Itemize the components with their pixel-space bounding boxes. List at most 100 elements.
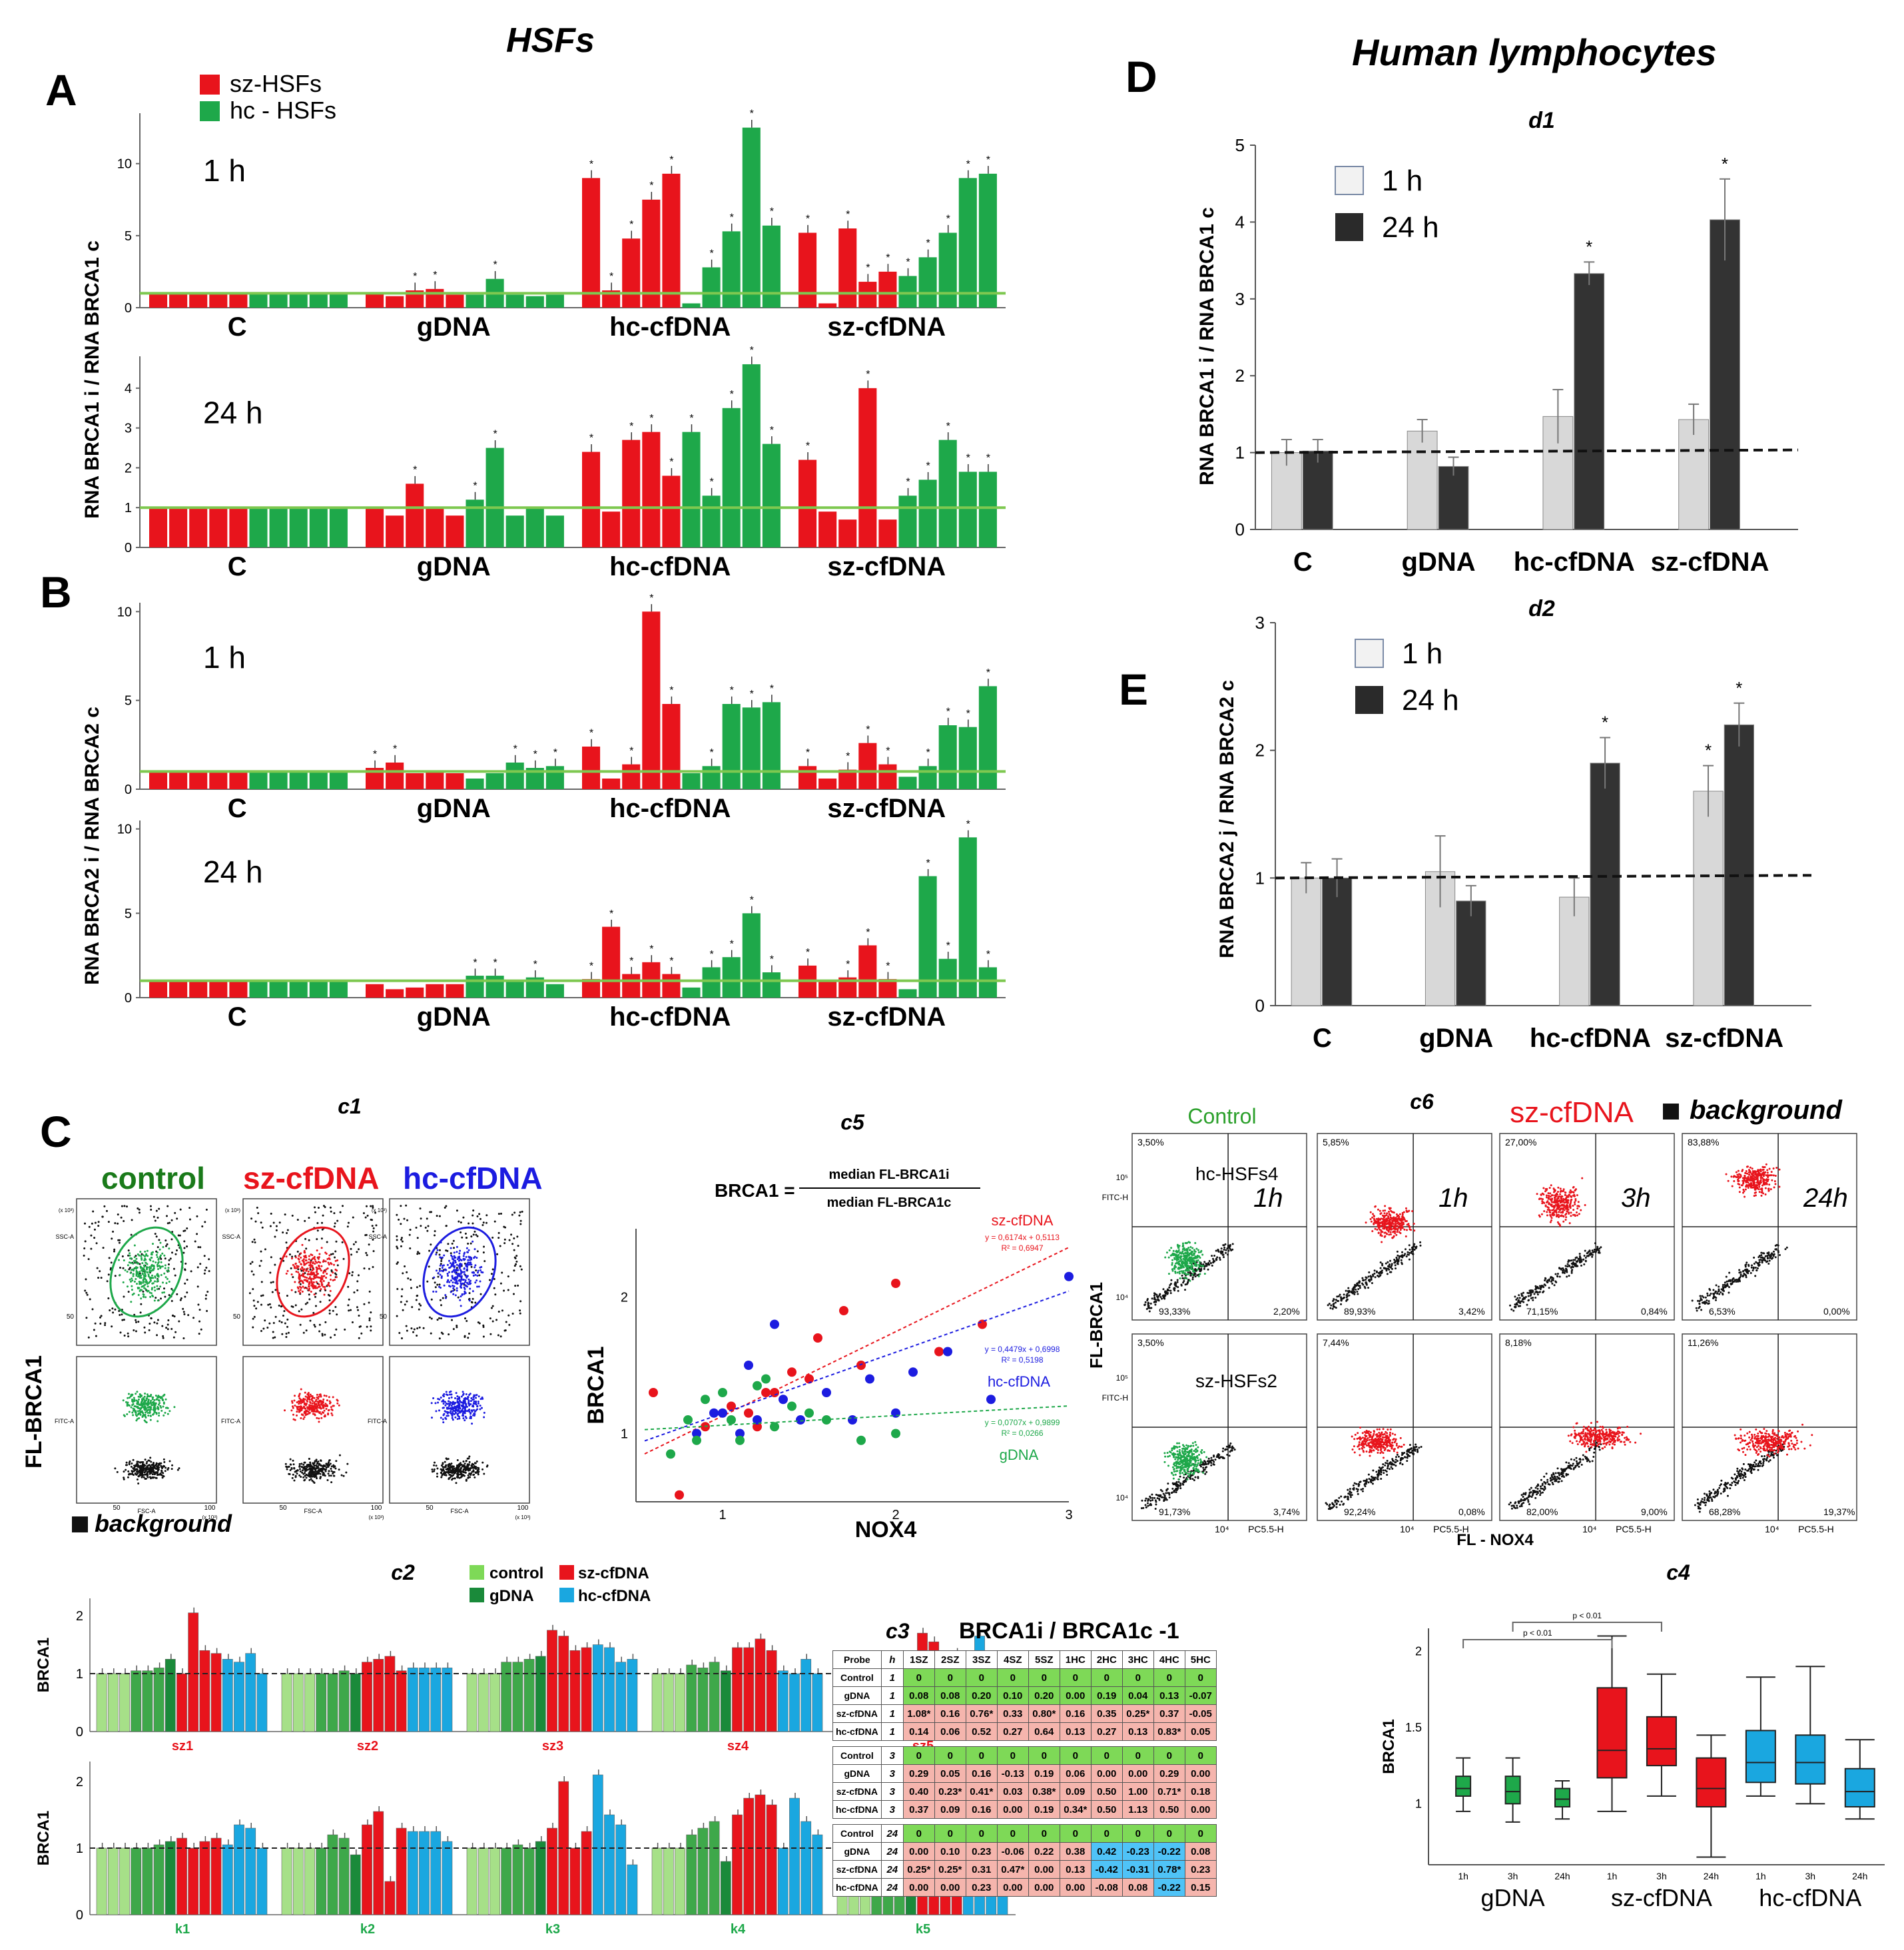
dot-population bbox=[1394, 1217, 1397, 1220]
dot-population bbox=[149, 1295, 152, 1298]
dot-background bbox=[264, 1248, 266, 1251]
dot-population bbox=[316, 1287, 318, 1289]
quadrant-br: 2,20% bbox=[1273, 1306, 1300, 1317]
dot-background bbox=[151, 1466, 154, 1468]
panel-letter-c: C bbox=[40, 1107, 72, 1156]
dot-population bbox=[290, 1289, 293, 1291]
dot-population bbox=[160, 1265, 162, 1268]
dot-population bbox=[460, 1305, 462, 1307]
dot-background bbox=[464, 1462, 466, 1465]
dot-background bbox=[409, 1228, 412, 1231]
dot-population bbox=[310, 1281, 313, 1283]
dot-background bbox=[120, 1216, 123, 1219]
category-label: hc-cfDNA bbox=[1530, 1024, 1651, 1053]
dot-background bbox=[151, 1468, 153, 1471]
dot-population bbox=[459, 1264, 462, 1267]
dot-population bbox=[440, 1417, 442, 1419]
dot-background bbox=[458, 1220, 460, 1223]
dot-background bbox=[308, 1298, 311, 1301]
dot-background bbox=[1583, 1263, 1586, 1265]
dot-population bbox=[294, 1256, 297, 1259]
dot-population bbox=[164, 1276, 167, 1279]
dot-background bbox=[136, 1478, 139, 1481]
dot-background bbox=[456, 1459, 459, 1461]
dot-population bbox=[294, 1405, 296, 1407]
dot-background bbox=[1148, 1310, 1151, 1313]
x-tick: 50 bbox=[426, 1504, 434, 1512]
dot-background bbox=[156, 1322, 159, 1325]
dot-background bbox=[254, 1220, 257, 1223]
dot-population bbox=[141, 1258, 143, 1261]
dot-background bbox=[515, 1260, 518, 1263]
dot-background bbox=[431, 1468, 434, 1470]
group-label: gDNA bbox=[417, 1002, 491, 1032]
dot-background bbox=[1565, 1267, 1568, 1270]
dot-background bbox=[438, 1283, 441, 1286]
y-tick-label: 1 bbox=[1255, 868, 1265, 888]
dot-population bbox=[1196, 1268, 1199, 1271]
dot-population bbox=[452, 1293, 455, 1295]
dot-background bbox=[182, 1307, 184, 1310]
dot-background bbox=[452, 1465, 455, 1468]
dot-background bbox=[512, 1293, 515, 1295]
dot-background bbox=[1355, 1285, 1357, 1287]
dot-background bbox=[470, 1472, 472, 1474]
dot-population bbox=[301, 1274, 304, 1277]
star-mark: * bbox=[649, 413, 653, 424]
dot-background bbox=[1524, 1296, 1527, 1299]
dot-background bbox=[470, 1235, 473, 1238]
dot-background bbox=[468, 1333, 470, 1335]
dot-background bbox=[1144, 1301, 1147, 1303]
dot-background bbox=[1534, 1288, 1537, 1291]
dot-background bbox=[1169, 1283, 1172, 1285]
dot-background bbox=[135, 1473, 138, 1476]
dot-population bbox=[1198, 1261, 1201, 1263]
dot-background bbox=[1337, 1299, 1340, 1302]
dot-population bbox=[161, 1252, 164, 1255]
dot-background bbox=[137, 1464, 139, 1466]
dot-background bbox=[133, 1466, 136, 1469]
dot-background bbox=[1339, 1293, 1341, 1296]
dot-background bbox=[336, 1219, 339, 1222]
dot-background bbox=[1169, 1289, 1172, 1292]
dot-population bbox=[450, 1396, 453, 1399]
dot-population bbox=[306, 1277, 308, 1279]
dot-background bbox=[350, 1247, 352, 1250]
dot-population bbox=[156, 1288, 159, 1291]
dot-population bbox=[1379, 1228, 1381, 1231]
dot-population bbox=[1410, 1229, 1413, 1231]
dot-population bbox=[135, 1257, 138, 1260]
dot-population bbox=[154, 1280, 157, 1283]
dot-background bbox=[143, 1476, 145, 1478]
dot-population bbox=[156, 1285, 159, 1287]
dot-background bbox=[474, 1462, 477, 1464]
dot-population bbox=[143, 1278, 145, 1281]
dot-population bbox=[1413, 1229, 1416, 1232]
dot-background bbox=[1332, 1299, 1335, 1302]
dot-population bbox=[330, 1412, 333, 1415]
dot-background bbox=[356, 1251, 358, 1253]
dot-population bbox=[1176, 1257, 1179, 1260]
dot-background bbox=[269, 1225, 272, 1227]
dot-background bbox=[114, 1308, 117, 1311]
dot-background bbox=[1591, 1255, 1594, 1258]
dot-population bbox=[1197, 1255, 1200, 1257]
dot-population bbox=[442, 1418, 444, 1421]
dot-population bbox=[123, 1414, 125, 1417]
dot-population bbox=[157, 1257, 160, 1260]
dot-population bbox=[439, 1273, 442, 1276]
dot-population bbox=[1388, 1219, 1391, 1222]
dot-background bbox=[123, 1470, 125, 1473]
dot-background bbox=[275, 1225, 278, 1227]
dot-population bbox=[1377, 1208, 1379, 1211]
dot-background bbox=[123, 1205, 126, 1207]
dot-background bbox=[1561, 1271, 1564, 1274]
dot-background bbox=[350, 1309, 352, 1311]
dot-population bbox=[300, 1256, 302, 1259]
dot-population bbox=[143, 1403, 146, 1405]
dot-population bbox=[323, 1409, 326, 1412]
dot-background bbox=[406, 1271, 408, 1273]
dot-population bbox=[447, 1279, 450, 1282]
dot-population bbox=[118, 1259, 121, 1261]
dot-population bbox=[159, 1254, 162, 1257]
